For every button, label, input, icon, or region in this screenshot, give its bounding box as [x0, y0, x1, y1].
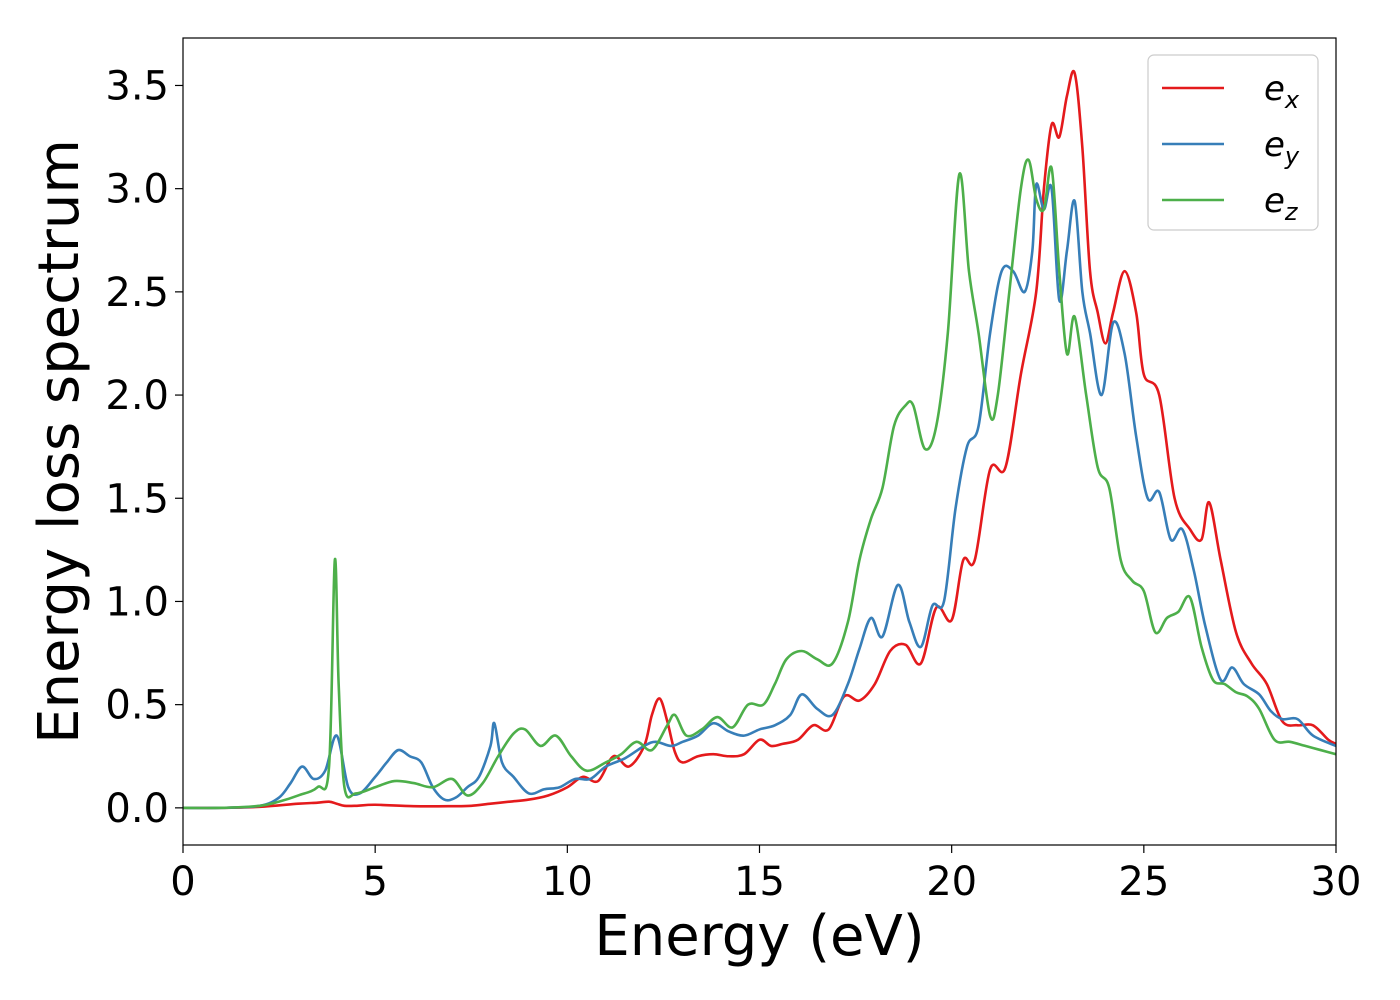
x-axis: 0 5 10 15 20 25 30 [170, 845, 1361, 905]
series-line-x [183, 69, 1336, 810]
series-line-z [183, 158, 1336, 810]
y-axis: 0.0 0.5 1.0 1.5 2.0 2.5 3.0 3.5 [105, 63, 183, 832]
legend-box [1147, 54, 1319, 231]
y-tick-label: 0.0 [105, 786, 169, 832]
x-tick-label: 30 [1311, 859, 1362, 905]
y-tick-label: 1.5 [105, 476, 169, 522]
y-tick-label: 2.0 [105, 373, 169, 419]
legend-subscript: y [1284, 142, 1300, 170]
x-tick-label: 20 [926, 859, 977, 905]
y-tick-label: 1.0 [105, 579, 169, 625]
legend-subscript: x [1284, 86, 1300, 114]
y-tick-label: 3.0 [105, 167, 169, 213]
y-tick-label: 0.5 [105, 683, 169, 729]
x-tick-label: 10 [542, 859, 593, 905]
x-tick-label: 25 [1118, 859, 1169, 905]
series-line-y [183, 182, 1336, 810]
y-tick-label: 2.5 [105, 270, 169, 316]
x-axis-title: Energy (eV) [594, 904, 924, 969]
y-axis-title: Energy loss spectrum [27, 139, 92, 744]
x-tick-label: 5 [362, 859, 387, 905]
legend-subscript: z [1284, 198, 1299, 226]
y-tick-label: 3.5 [105, 63, 169, 109]
x-tick-label: 15 [734, 859, 785, 905]
x-tick-label: 0 [170, 859, 195, 905]
series-layer [183, 69, 1336, 810]
